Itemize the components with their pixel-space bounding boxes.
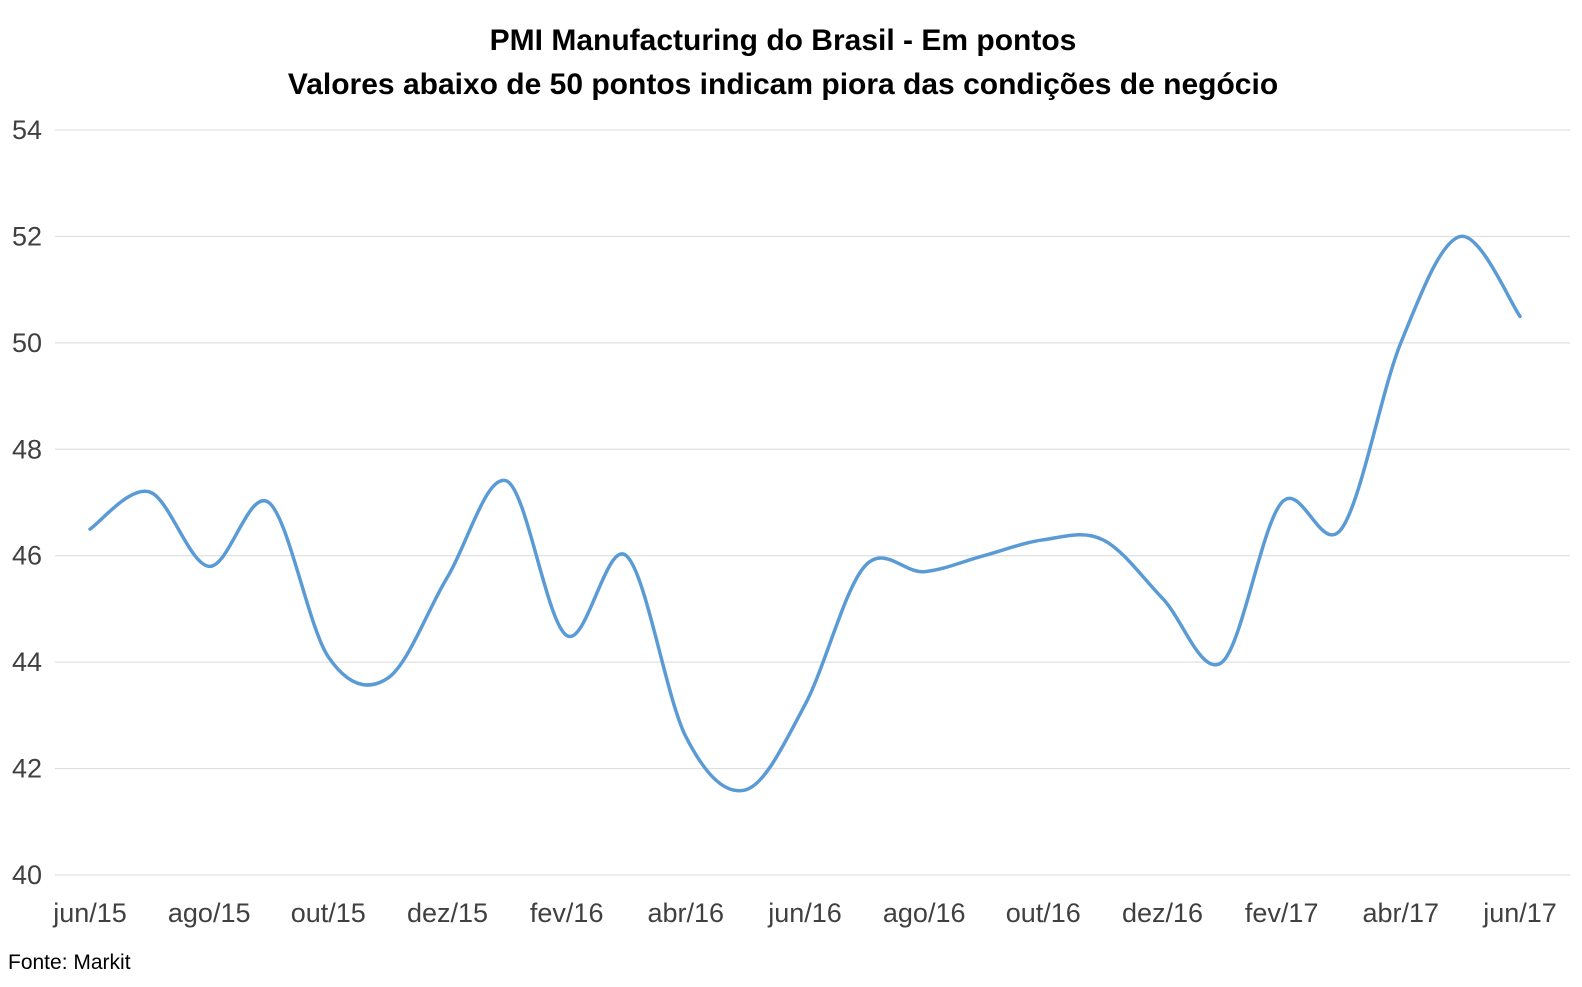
series-line <box>88 234 1522 793</box>
y-axis-label: 52 <box>12 221 42 251</box>
y-axis-label: 44 <box>12 647 42 677</box>
x-axis-label: ago/16 <box>883 898 966 928</box>
y-axis-label: 50 <box>12 328 42 358</box>
x-axis-label: ago/15 <box>168 898 251 928</box>
y-axis-label: 42 <box>12 754 42 784</box>
y-axis-label: 54 <box>12 115 42 145</box>
chart-title: PMI Manufacturing do Brasil - Em pontos <box>489 24 1077 57</box>
x-axis-label: dez/16 <box>1122 898 1203 928</box>
x-axis-label: dez/15 <box>407 898 488 928</box>
y-axis-label: 40 <box>12 860 42 890</box>
x-axis-label: out/16 <box>1006 898 1081 928</box>
x-axis-label: fev/17 <box>1245 898 1319 928</box>
x-axis-label: abr/17 <box>1363 898 1440 928</box>
x-axis-label: out/15 <box>291 898 366 928</box>
x-axis-label: fev/16 <box>530 898 604 928</box>
x-axis-label: jun/15 <box>52 898 127 928</box>
source-note: Fonte: Markit <box>8 951 131 974</box>
x-axis-label: jun/17 <box>1482 898 1557 928</box>
x-axis-label: jun/16 <box>767 898 842 928</box>
chart-subtitle: Valores abaixo de 50 pontos indicam pior… <box>287 68 1279 101</box>
y-axis-label: 46 <box>12 541 42 571</box>
y-axis-label: 48 <box>12 434 42 464</box>
x-axis-label: abr/16 <box>648 898 725 928</box>
